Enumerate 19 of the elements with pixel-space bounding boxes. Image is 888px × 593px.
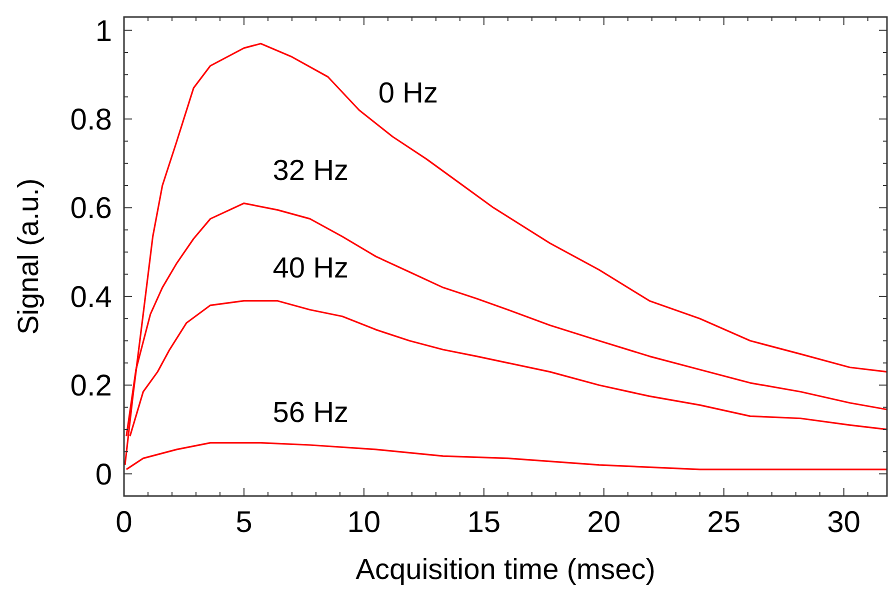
- series-label: 32 Hz: [272, 155, 349, 188]
- x-tick-label: 15: [467, 506, 501, 539]
- x-tick-label: 30: [827, 506, 860, 539]
- x-tick-label: 5: [236, 506, 252, 539]
- y-tick-label: 0.8: [70, 104, 112, 137]
- x-tick-label: 0: [116, 506, 132, 539]
- y-tick-label: 1: [95, 14, 112, 48]
- series-label: 56 Hz: [272, 396, 349, 429]
- y-axis-title: Signal (a.u.): [13, 178, 45, 335]
- y-tick-label: 0.2: [70, 370, 112, 403]
- x-axis-title: Acquisition time (msec): [356, 554, 656, 586]
- x-tick-label: 25: [707, 506, 741, 539]
- x-tick-label: 10: [347, 506, 381, 539]
- series-label: 40 Hz: [272, 252, 349, 285]
- x-tick-label: 20: [587, 506, 621, 539]
- y-tick-label: 0.6: [70, 192, 112, 226]
- y-tick-label: 0: [95, 458, 112, 492]
- y-tick-label: 0.4: [70, 280, 112, 314]
- series-label: 0 Hz: [378, 78, 438, 110]
